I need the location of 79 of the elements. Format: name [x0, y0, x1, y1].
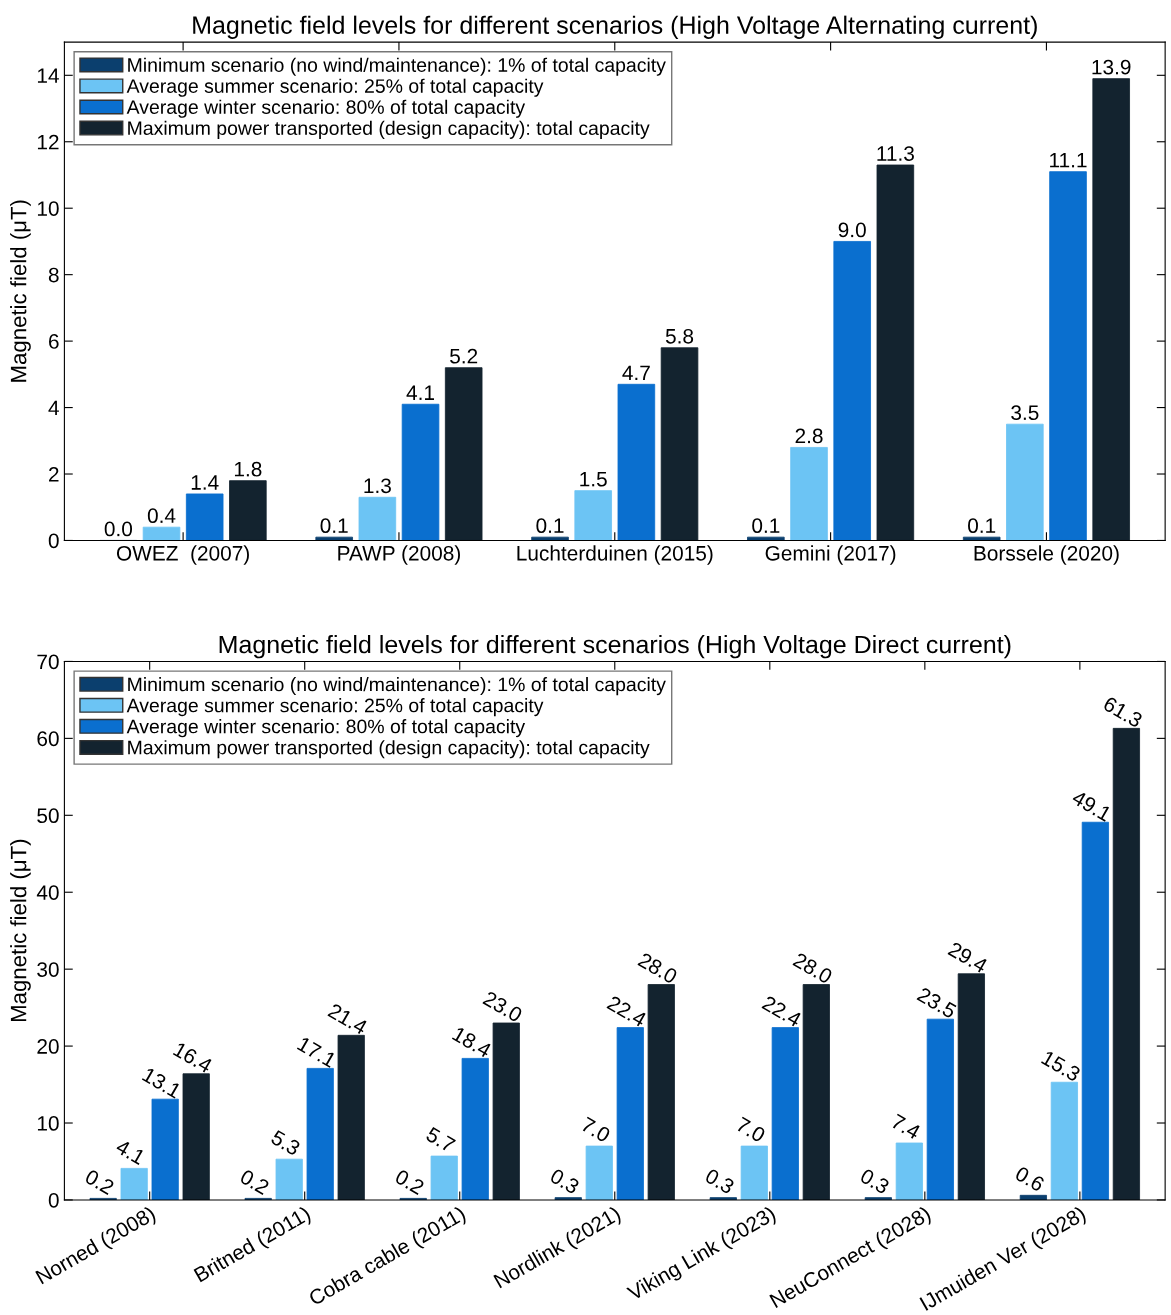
y-tick-label: 60 — [37, 731, 59, 747]
data-label: 5.8 — [665, 328, 694, 344]
y-tick-label: 12 — [37, 134, 59, 150]
data-label: 0.1 — [320, 518, 348, 534]
chart-title: Magnetic field levels for different scenarios (High Voltage Direct current) — [219, 634, 1011, 659]
data-label: 1.4 — [191, 475, 219, 490]
data-label: 0.4 — [147, 508, 176, 524]
y-tick-label: 50 — [37, 808, 59, 824]
y-axis-title: Magnetic field (μT) — [10, 200, 31, 382]
data-label: 22.4 — [761, 995, 803, 1028]
data-label: 11.3 — [877, 146, 914, 161]
data-label: 7.0 — [580, 1116, 612, 1143]
data-label: 1.5 — [580, 471, 607, 487]
legend-label: Average summer scenario: 25% of total capacity — [126, 698, 544, 717]
data-label: 22.4 — [606, 995, 648, 1028]
data-label: 21.4 — [327, 1002, 369, 1035]
data-label: 5.3 — [270, 1129, 302, 1156]
x-tick-label: PAWP (2008) — [338, 545, 460, 565]
data-label: 0.0 — [104, 521, 133, 537]
legend-label: Minimum scenario (no wind/maintenance): 1% of total capacity — [128, 677, 666, 696]
x-tick-label: Luchterduinen (2015) — [517, 545, 713, 565]
data-label: 0.2 — [239, 1168, 270, 1196]
data-label: 61.3 — [1102, 695, 1144, 729]
data-label: 17.1 — [296, 1036, 337, 1068]
y-tick-label: 4 — [48, 400, 59, 416]
data-label: 2.8 — [795, 428, 823, 444]
chart-title: Magnetic field levels for different scenarios (High Voltage Alternating current) — [193, 15, 1037, 39]
data-label: 49.1 — [1071, 789, 1113, 822]
legend-label: Minimum scenario (no wind/maintenance): 1% of total capacity — [128, 57, 666, 76]
data-label: 7.4 — [890, 1113, 922, 1140]
data-label: 0.2 — [84, 1168, 115, 1196]
legend-label: Average summer scenario: 25% of total capacity — [126, 78, 544, 97]
data-label: 3.5 — [1011, 405, 1039, 421]
y-tick-label: 0 — [48, 1192, 59, 1208]
data-label: 9.0 — [838, 222, 866, 238]
data-label: 5.7 — [425, 1126, 456, 1153]
data-label: 13.9 — [1092, 59, 1131, 75]
y-tick-label: 0 — [48, 533, 59, 549]
data-label: 0.3 — [549, 1167, 581, 1195]
data-label: 0.2 — [394, 1168, 425, 1196]
data-label: 28.0 — [637, 952, 679, 985]
y-axis-title: Magnetic field (μT) — [10, 839, 31, 1022]
y-tick-label: 70 — [37, 654, 59, 670]
data-label: 18.4 — [451, 1026, 493, 1059]
data-label: 5.2 — [450, 348, 478, 364]
y-tick-label: 2 — [49, 467, 59, 482]
legend-label: Average winter scenario: 80% of total capacity — [126, 719, 526, 738]
data-label: 28.0 — [792, 952, 834, 985]
data-label: 0.3 — [859, 1167, 891, 1195]
data-label: 11.1 — [1050, 153, 1087, 168]
data-label: 1.3 — [364, 478, 391, 494]
y-tick-label: 20 — [37, 1039, 59, 1054]
data-label: 23.5 — [916, 986, 958, 1019]
data-label: 0.1 — [536, 518, 564, 534]
data-label: 15.3 — [1040, 1050, 1082, 1082]
y-tick-label: 10 — [37, 1116, 59, 1131]
y-tick-label: 40 — [36, 885, 59, 900]
x-tick-label: Borssele (2020) — [974, 545, 1119, 565]
legend-label: Maximum power transported (design capacity): total capacity — [128, 120, 650, 139]
data-label: 4.7 — [622, 365, 650, 380]
data-label: 0.3 — [704, 1167, 736, 1195]
data-label: 0.6 — [1014, 1165, 1046, 1193]
data-label: 7.0 — [735, 1116, 767, 1143]
y-tick-label: 6 — [49, 334, 59, 349]
data-label: 29.4 — [947, 941, 989, 974]
data-label: 1.8 — [234, 461, 262, 477]
legend-label: Maximum power transported (design capacity): total capacity — [128, 740, 650, 759]
y-tick-label: 14 — [37, 68, 59, 83]
data-label: 4.1 — [406, 385, 434, 400]
y-tick-label: 30 — [37, 962, 59, 977]
legend-label: Average winter scenario: 80% of total capacity — [126, 99, 526, 118]
y-tick-label: 8 — [48, 267, 59, 283]
data-label: 4.1 — [114, 1138, 146, 1165]
x-tick-label: Gemini (2017) — [765, 545, 896, 565]
x-tick-label: OWEZ (2007) — [116, 545, 249, 565]
y-tick-label: 10 — [37, 201, 59, 216]
data-label: 0.1 — [752, 518, 780, 534]
data-label: 0.1 — [968, 518, 996, 534]
data-label: 23.0 — [482, 990, 524, 1023]
